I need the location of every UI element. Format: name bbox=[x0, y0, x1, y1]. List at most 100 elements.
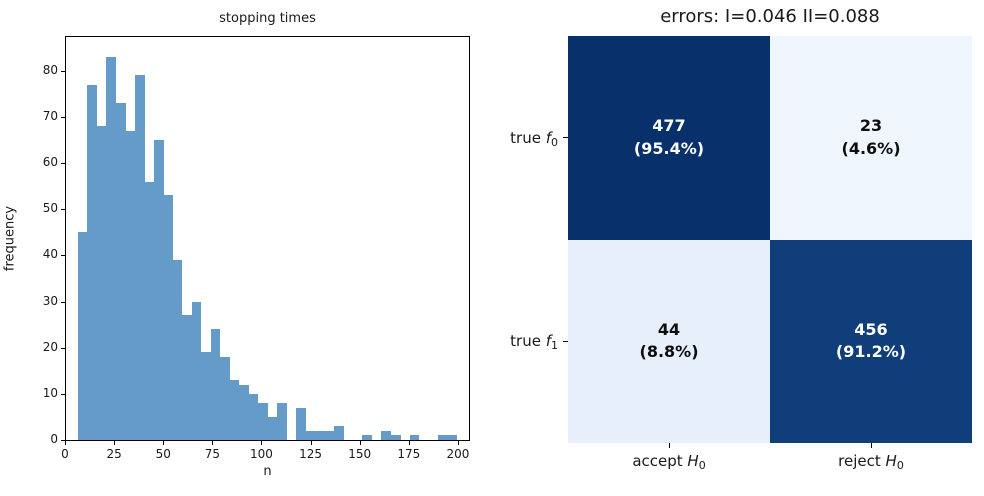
histogram-bar bbox=[447, 435, 458, 440]
col-label-subscript: 0 bbox=[896, 459, 904, 472]
cell-count: 44 bbox=[657, 319, 681, 339]
x-tick-mark bbox=[310, 441, 312, 445]
y-tick-mark bbox=[61, 440, 65, 441]
row-label-subscript: 0 bbox=[551, 136, 558, 149]
row-label-subscript: 1 bbox=[551, 339, 558, 352]
histogram-bar bbox=[333, 426, 344, 440]
x-tick-label: 175 bbox=[397, 447, 421, 461]
x-tick-mark bbox=[359, 441, 361, 445]
row-label-true-f1: true f1 bbox=[468, 332, 558, 352]
cell-count: 456 bbox=[854, 319, 888, 339]
y-tick-mark bbox=[61, 163, 65, 165]
histogram-bar bbox=[219, 356, 230, 440]
col-label-reject-h0: reject H0 bbox=[791, 452, 951, 472]
histogram-bar bbox=[87, 84, 98, 440]
col-label-text: reject bbox=[838, 452, 886, 470]
cell-percentage: (8.8%) bbox=[639, 342, 699, 362]
histogram-bar bbox=[201, 352, 211, 440]
histogram-bar bbox=[314, 430, 325, 440]
y-tick-mark bbox=[61, 116, 65, 118]
y-tick-label: 0 bbox=[50, 432, 58, 446]
x-tick-mark bbox=[457, 441, 459, 445]
histogram-bar bbox=[163, 195, 173, 440]
y-tick-mark bbox=[61, 70, 65, 72]
y-tick-label: 70 bbox=[42, 108, 58, 123]
histogram-bar bbox=[106, 56, 117, 440]
y-tick-label: 30 bbox=[42, 293, 58, 308]
histogram-bar bbox=[324, 430, 335, 440]
col-tick bbox=[669, 443, 670, 448]
x-tick-label: 150 bbox=[348, 447, 372, 461]
row-label-text: true bbox=[510, 332, 546, 350]
histogram-bars bbox=[66, 37, 469, 440]
y-tick-label: 60 bbox=[42, 155, 58, 170]
row-label-text: true bbox=[510, 129, 546, 147]
col-label-symbol: H bbox=[885, 452, 897, 470]
histogram-axes bbox=[65, 36, 470, 441]
col-label-accept-h0: accept H0 bbox=[589, 452, 749, 472]
y-tick-mark bbox=[61, 209, 65, 211]
histogram-bar bbox=[191, 301, 202, 440]
histogram-bar bbox=[257, 403, 268, 440]
histogram-bar bbox=[144, 181, 155, 440]
x-tick-mark bbox=[212, 441, 214, 445]
y-tick-mark bbox=[61, 393, 65, 395]
confusion-matrix-title: errors: I=0.046 II=0.088 bbox=[660, 6, 880, 27]
histogram-bar bbox=[295, 407, 306, 440]
histogram-bar bbox=[248, 393, 259, 440]
y-axis-label: frequency bbox=[2, 205, 18, 272]
cell-count: 23 bbox=[859, 116, 883, 136]
histogram-bar bbox=[172, 259, 183, 440]
confusion-cell-tp: 456 (91.2%) bbox=[770, 239, 972, 443]
histogram-bar bbox=[390, 435, 401, 440]
histogram-bar bbox=[229, 380, 240, 440]
histogram-bar bbox=[77, 232, 88, 440]
cell-count: 477 bbox=[652, 116, 686, 136]
x-tick-label: 200 bbox=[446, 447, 470, 461]
confusion-matrix: 477 (95.4%) 23 (4.6%) 44 (8.8%) 456 (91.2%) bbox=[568, 36, 972, 443]
histogram-title: stopping times bbox=[219, 11, 316, 26]
histogram-bar bbox=[381, 430, 392, 440]
x-tick-label: 50 bbox=[155, 447, 171, 461]
y-tick-mark bbox=[61, 347, 65, 349]
col-label-symbol: H bbox=[687, 452, 699, 470]
histogram-bar bbox=[305, 430, 316, 440]
y-tick-label: 20 bbox=[42, 339, 58, 354]
col-label-text: accept bbox=[632, 452, 688, 470]
x-tick-label: 125 bbox=[299, 447, 323, 461]
histogram-bar bbox=[96, 126, 107, 440]
cell-percentage: (95.4%) bbox=[633, 138, 705, 158]
row-tick bbox=[563, 341, 568, 342]
y-tick-mark bbox=[61, 301, 65, 303]
y-tick-label: 40 bbox=[42, 247, 58, 262]
row-label-symbol: f bbox=[545, 129, 551, 147]
x-tick-mark bbox=[261, 441, 263, 445]
x-tick-mark bbox=[163, 441, 165, 445]
y-tick-label: 50 bbox=[42, 201, 58, 216]
row-label-symbol: f bbox=[545, 332, 551, 350]
y-tick-mark bbox=[61, 255, 65, 257]
x-tick-label: 100 bbox=[250, 447, 273, 461]
histogram-bar bbox=[438, 435, 448, 440]
histogram-bar bbox=[115, 103, 126, 440]
col-label-subscript: 0 bbox=[698, 459, 706, 472]
histogram-bar bbox=[267, 416, 278, 440]
row-tick bbox=[563, 137, 568, 138]
histogram-bar bbox=[238, 384, 249, 440]
x-tick-mark bbox=[114, 441, 116, 445]
histogram-bar bbox=[134, 75, 145, 440]
x-tick-label: 25 bbox=[106, 447, 122, 461]
histogram-bar bbox=[210, 329, 221, 440]
x-tick-label: 75 bbox=[204, 447, 220, 461]
histogram-bar bbox=[409, 435, 420, 440]
y-tick-label: 80 bbox=[42, 62, 58, 77]
histogram-bar bbox=[182, 315, 192, 440]
col-tick bbox=[871, 443, 872, 448]
histogram-bar bbox=[362, 435, 373, 440]
x-tick-label: 0 bbox=[61, 447, 69, 461]
x-tick-mark bbox=[65, 441, 66, 445]
y-tick-label: 10 bbox=[42, 385, 58, 400]
x-tick-mark bbox=[408, 441, 410, 445]
cell-percentage: (91.2%) bbox=[835, 342, 907, 362]
